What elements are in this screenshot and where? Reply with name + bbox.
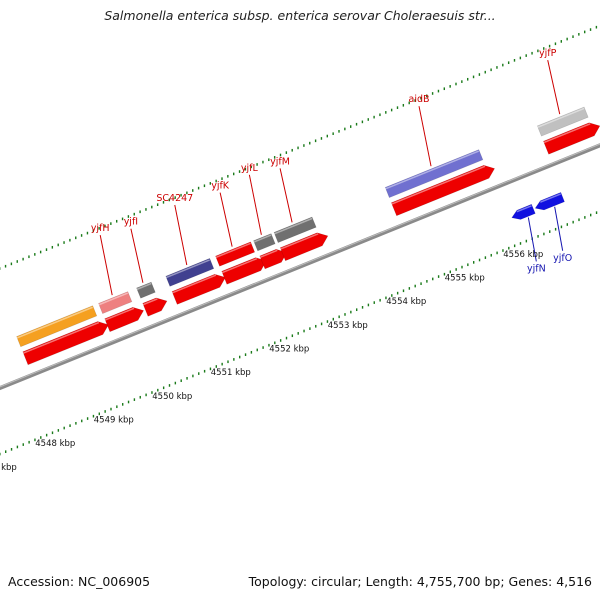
gene-label-leader xyxy=(174,204,188,266)
gene-box[interactable] xyxy=(165,258,215,287)
gene-label-leader xyxy=(527,217,537,262)
gene-box[interactable] xyxy=(273,216,317,243)
gene-label: yjfH xyxy=(91,223,110,234)
gene-box[interactable] xyxy=(536,106,589,137)
kbp-label: 4549 kbp xyxy=(94,415,134,425)
gene-label-leader xyxy=(279,168,293,223)
cds-box[interactable] xyxy=(104,306,145,333)
gene-label-leader xyxy=(248,174,262,235)
gene-label: yjfN xyxy=(527,263,546,274)
kbp-label: 4550 kbp xyxy=(152,392,192,402)
backbone xyxy=(0,143,600,391)
gene-label: yjfI xyxy=(124,217,138,228)
gene-label: aidB xyxy=(409,94,430,105)
accession-text: Accession: NC_006905 xyxy=(8,574,151,589)
gene-label: yjfO xyxy=(553,253,572,264)
cds-box[interactable] xyxy=(142,297,168,317)
gene-box[interactable] xyxy=(384,149,484,198)
kbp-label: 4547 kbp xyxy=(0,463,17,473)
gene-box-reverse[interactable] xyxy=(534,192,565,211)
kbp-labels: 4547 kbp 4548 kbp 4549 kbp 4550 kbp 4551 kbp… xyxy=(0,250,543,473)
gene-box-reverse[interactable] xyxy=(511,203,536,220)
gene-features xyxy=(16,106,589,348)
gene-labels: yjfH yjfI SC4247 yjfK yjfL yjfM aidB yjfP yjfN yj… xyxy=(91,48,572,296)
gene-label-leader xyxy=(99,235,113,296)
cds-box[interactable] xyxy=(390,164,496,217)
gene-box[interactable] xyxy=(98,291,133,314)
gene-box[interactable] xyxy=(136,281,156,299)
gene-box[interactable] xyxy=(215,241,256,267)
cds-box[interactable] xyxy=(22,321,109,366)
gene-box[interactable] xyxy=(253,233,276,252)
kbp-label: 4548 kbp xyxy=(35,439,75,449)
gene-label-leader xyxy=(130,228,144,283)
topology-text: Topology: circular; Length: 4,755,700 bp… xyxy=(248,574,592,589)
gene-label: SC4247 xyxy=(156,193,193,204)
gene-label: yjfM xyxy=(270,156,290,167)
cds-box[interactable] xyxy=(221,257,267,285)
cds-box[interactable] xyxy=(171,273,226,305)
backbone-line xyxy=(0,143,600,391)
kbp-label: 4551 kbp xyxy=(211,368,251,378)
kbp-label: 4555 kbp xyxy=(445,273,485,283)
map-title: Salmonella enterica subsp. enterica sero… xyxy=(104,8,496,23)
gene-box[interactable] xyxy=(16,305,98,348)
gene-label: yjfP xyxy=(539,48,557,59)
inner-tick-ring xyxy=(0,211,598,456)
kbp-label: 4553 kbp xyxy=(328,321,368,331)
outer-tick-ring xyxy=(0,25,598,270)
kbp-label: 4552 kbp xyxy=(269,344,309,354)
gene-label: yjfL xyxy=(241,163,259,174)
cds-features xyxy=(22,122,600,366)
kbp-label: 4556 kbp xyxy=(503,250,543,260)
cds-box[interactable] xyxy=(279,232,329,262)
gene-label-leader xyxy=(418,106,432,167)
gene-label-leader xyxy=(547,60,561,115)
backbone-highlight xyxy=(0,143,600,388)
gene-label-leader xyxy=(219,192,233,247)
kbp-label: 4554 kbp xyxy=(386,297,426,307)
cds-box[interactable] xyxy=(543,122,600,155)
gene-label-leader xyxy=(554,206,564,251)
gene-label: yjfK xyxy=(211,181,230,192)
